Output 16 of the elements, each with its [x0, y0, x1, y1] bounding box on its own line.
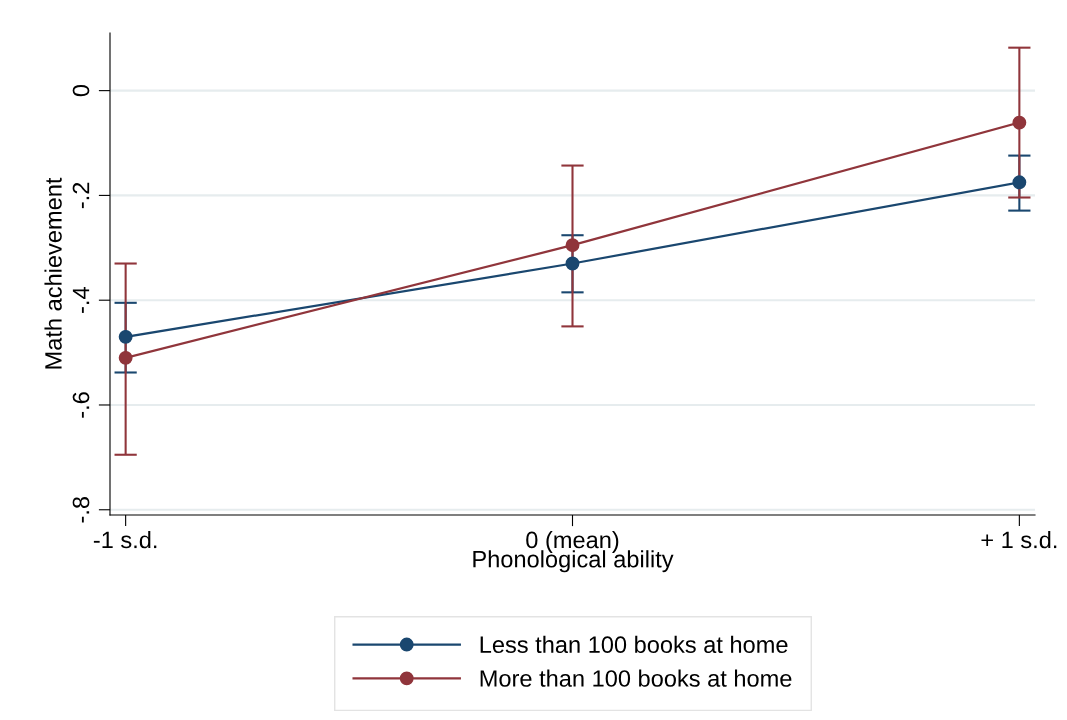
y-tick-label: 0 [72, 84, 90, 97]
legend-label: More than 100 books at home [480, 669, 792, 687]
y-tick-label: -.6 [72, 392, 90, 418]
x-tick-label: -1 s.d. [93, 530, 157, 549]
y-tick-label: -.2 [72, 182, 90, 209]
x-tick-label: + 1 s.d. [981, 530, 1057, 549]
point [565, 238, 580, 253]
legend-label: Less than 100 books at home [480, 635, 788, 654]
point [565, 256, 580, 271]
point [1012, 175, 1027, 190]
point [1012, 115, 1027, 130]
y-tick-label: -.4 [72, 287, 90, 313]
y-tick-label: -.8 [72, 497, 90, 523]
point [118, 329, 133, 344]
y-axis-title: Math achievement [44, 177, 62, 369]
point [118, 350, 133, 365]
